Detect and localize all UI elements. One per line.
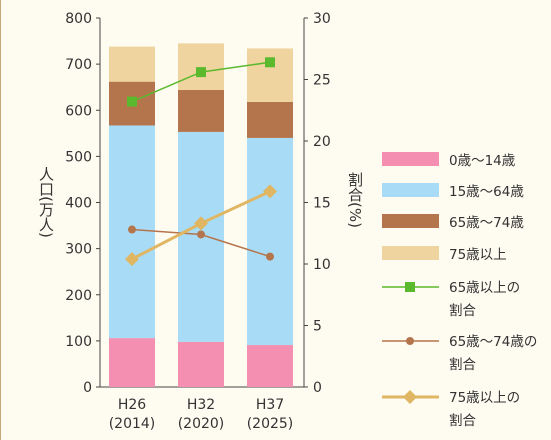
x-tick-label: (2025) — [247, 416, 294, 432]
left-tick-label: 600 — [65, 103, 92, 119]
left-border-line — [0, 0, 1, 440]
legend-label: 75歳以上 — [449, 247, 507, 263]
diamond-marker — [263, 184, 277, 199]
bar-segment — [247, 48, 293, 102]
line-series — [125, 57, 277, 267]
axis-labels: H26 (2014) H32 (2020) H37 (2025) 人口(万人) 割合(%) — [37, 166, 364, 432]
legend-swatch — [382, 183, 439, 197]
legend-label: 65歳～74歳の — [449, 334, 537, 350]
legend-label: 65歳～74歳 — [449, 215, 524, 231]
diamond-marker — [125, 252, 139, 267]
right-tick-label: 5 — [313, 319, 322, 335]
legend-label: 0歳～14歳 — [449, 153, 516, 169]
circle-marker — [197, 230, 205, 239]
right-tick-label: 20 — [313, 134, 331, 150]
bar-segment — [247, 101, 293, 138]
bar-segment — [178, 341, 224, 387]
square-marker — [127, 96, 137, 107]
legend-swatch — [382, 152, 439, 166]
bar-segment — [109, 46, 155, 82]
x-tick-label: H37 — [256, 397, 284, 413]
legend-swatch — [382, 214, 439, 228]
x-tick-label: (2014) — [109, 416, 156, 432]
axes: 0 100 200 300 400 500 600 700 800 0 5 10 15 20 25 30 — [65, 11, 331, 396]
diamond-marker — [194, 216, 208, 231]
circle-marker — [406, 337, 414, 345]
circle-marker — [128, 225, 136, 234]
square-marker — [196, 67, 206, 78]
bar-segment — [178, 89, 224, 132]
left-tick-label: 0 — [83, 380, 92, 396]
diamond-marker — [403, 390, 417, 404]
left-tick-label: 800 — [65, 11, 92, 27]
left-tick-label: 300 — [65, 242, 92, 258]
legend-label: 15歳～64歳 — [449, 184, 524, 200]
legend-label: 割合 — [449, 302, 476, 319]
legend-label: 割合 — [449, 356, 476, 373]
left-tick-label: 200 — [65, 288, 92, 304]
x-tick-label: H32 — [187, 397, 215, 413]
bar-segment — [247, 137, 293, 346]
x-tick-label: (2020) — [178, 416, 225, 432]
legend-label: 75歳以上の — [449, 390, 520, 406]
left-axis-title: 人口(万人) — [37, 166, 55, 238]
right-tick-label: 30 — [313, 11, 331, 27]
bar-segment — [109, 338, 155, 387]
left-tick-label: 100 — [65, 334, 92, 350]
right-tick-label: 0 — [313, 380, 322, 396]
bar-segment — [178, 43, 224, 90]
left-tick-label: 400 — [65, 196, 92, 212]
legend-swatch — [382, 246, 439, 260]
square-marker — [405, 282, 415, 292]
right-tick-label: 15 — [313, 196, 331, 212]
legend-label: 割合 — [449, 412, 476, 429]
circle-marker — [266, 252, 274, 261]
legend-label: 65歳以上の — [449, 280, 520, 296]
square-marker — [265, 57, 275, 68]
bar-segment — [247, 345, 293, 387]
left-tick-label: 500 — [65, 149, 92, 165]
right-tick-label: 10 — [313, 257, 331, 273]
right-tick-label: 25 — [313, 73, 331, 89]
left-tick-label: 700 — [65, 57, 92, 73]
x-tick-label: H26 — [118, 397, 146, 413]
bar-series — [109, 43, 293, 387]
right-axis-title: 割合(%) — [346, 172, 364, 228]
